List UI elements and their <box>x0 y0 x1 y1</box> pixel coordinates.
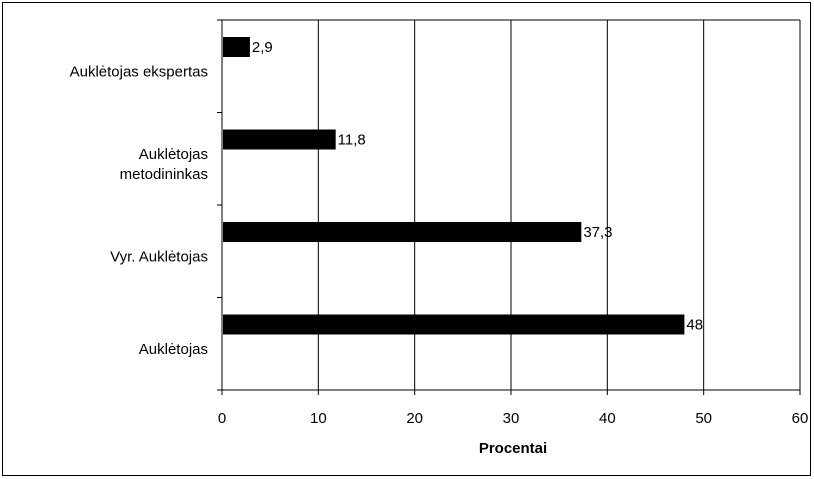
category-label: Auklėtojas <box>139 341 208 358</box>
data-label: 11,8 <box>338 132 366 149</box>
x-tick-label: 20 <box>406 410 423 427</box>
category-label: Auklėtojas ekspertas <box>70 63 208 80</box>
x-tick-label: 50 <box>695 410 712 427</box>
x-tick-label: 10 <box>310 410 327 427</box>
x-tick-label: 60 <box>792 410 809 427</box>
category-label: Vyr. Auklėtojas <box>110 248 208 265</box>
category-label: Auklėtojas <box>139 146 208 163</box>
category-label: metodininkas <box>120 166 208 183</box>
x-axis-title: Procentai <box>479 440 547 457</box>
data-label: 48 <box>686 317 703 334</box>
bar <box>223 37 250 57</box>
data-label: 37,3 <box>583 224 612 241</box>
bar <box>223 314 685 335</box>
bar <box>223 222 582 242</box>
x-tick-label: 30 <box>503 410 520 427</box>
x-tick-label: 0 <box>218 410 226 427</box>
x-tick-label: 40 <box>599 410 616 427</box>
data-label: 2,9 <box>252 39 273 56</box>
bar <box>223 129 336 150</box>
